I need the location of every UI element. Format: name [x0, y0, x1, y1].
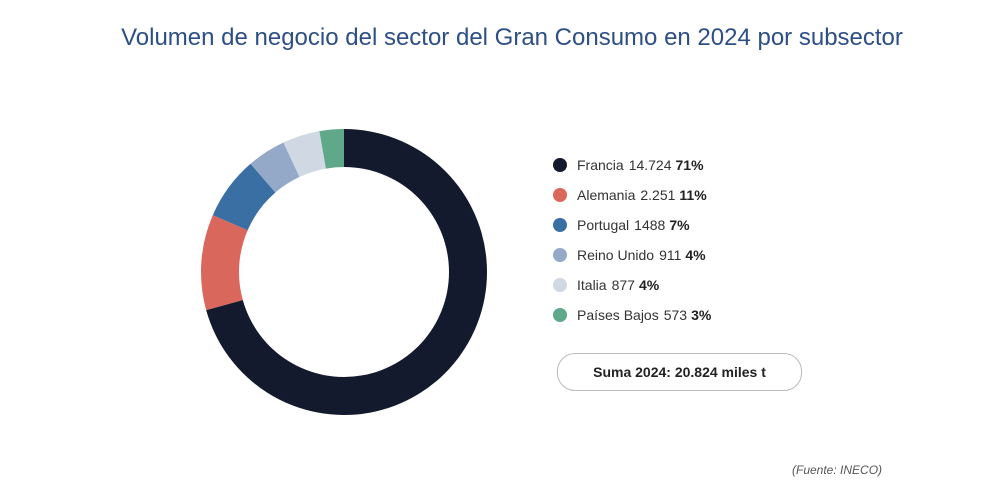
legend-label: Portugal	[577, 217, 630, 233]
share-label: 3%	[691, 307, 712, 323]
share-label: 11%	[679, 187, 707, 203]
value-label: 1488	[634, 217, 666, 233]
legend-item: Francia 14.724 71%	[553, 150, 711, 180]
donut-slice	[201, 215, 248, 311]
source: (Fuente: INECO)	[792, 463, 883, 477]
value-label: 573	[663, 307, 688, 323]
legend-swatch	[553, 188, 567, 202]
legend-swatch	[553, 218, 567, 232]
total-box: Suma 2024: 20.824 miles t	[557, 353, 802, 391]
legend: Francia 14.724 71% Alemania 2.251 11% Portugal…	[553, 150, 711, 330]
legend-label: Países Bajos	[577, 307, 659, 323]
donut-slice	[250, 142, 300, 193]
legend-item: Alemania 2.251 11%	[553, 180, 711, 210]
legend-item: Italia 877 4%	[553, 270, 711, 300]
chart-title: Volumen de negocio del sector del Gran C…	[121, 24, 903, 51]
legend-item: Reino Unido 911 4%	[553, 240, 711, 270]
legend-label: Reino Unido	[577, 247, 655, 263]
legend-swatch	[553, 278, 567, 292]
value-label: 14.724	[628, 157, 672, 173]
donut-slice	[319, 129, 344, 169]
share-label: 71%	[675, 157, 704, 173]
share-label: 4%	[638, 277, 660, 293]
value-label: 2.251	[640, 187, 676, 203]
legend-swatch	[553, 308, 567, 322]
value-label: 877	[611, 277, 635, 293]
legend-label: Alemania	[577, 187, 636, 203]
legend-label: Italia	[577, 277, 607, 293]
value-label: 911	[659, 247, 682, 263]
donut-slice	[212, 163, 276, 231]
share-label: 4%	[685, 247, 706, 263]
legend-swatch	[553, 248, 567, 262]
legend-label: Francia	[577, 157, 624, 173]
legend-swatch	[553, 158, 567, 172]
share-label: 7%	[669, 217, 690, 233]
legend-item: Países Bajos 573 3%	[553, 300, 711, 330]
donut-slice	[283, 131, 326, 177]
legend-item: Portugal 1488 7%	[553, 210, 711, 240]
